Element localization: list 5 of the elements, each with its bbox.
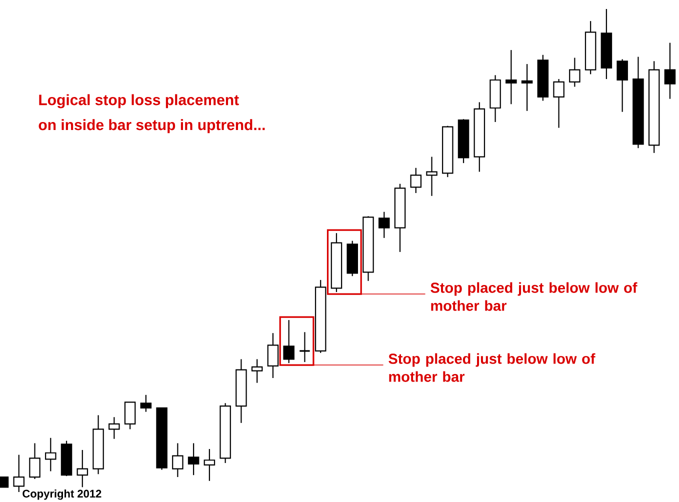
- annotation: Copyright 2012: [22, 490, 102, 500]
- annotation: Stop placed just below low of mother bar: [388, 353, 596, 382]
- text: Logical stop loss placement: [39, 94, 239, 108]
- annotation: Stop placed just below low of mother bar: [430, 282, 638, 311]
- text: on inside bar setup in uptrend...: [38, 119, 265, 134]
